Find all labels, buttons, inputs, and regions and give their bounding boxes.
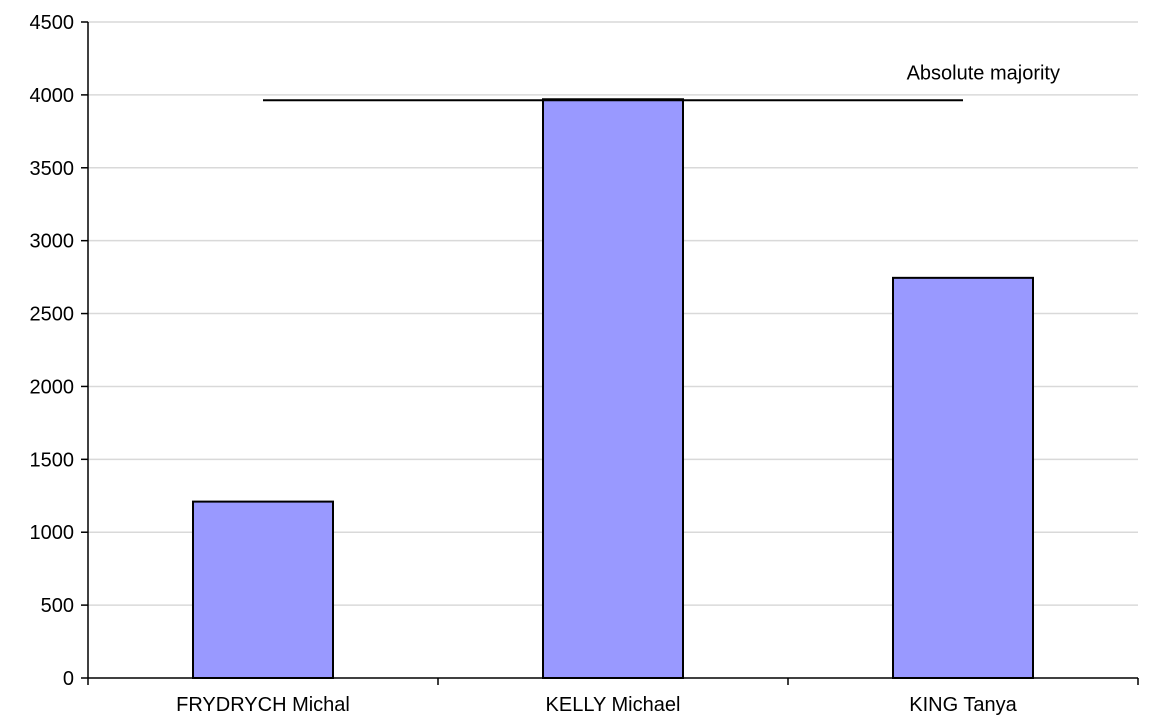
y-tick-label: 1500 [30,449,75,471]
y-tick-label: 3500 [30,158,75,180]
bar [542,98,684,680]
y-tick-label: 4000 [30,85,75,107]
bar [892,276,1034,679]
reference-line-group: Absolute majority [263,62,1060,102]
y-tick-label: 1000 [30,522,75,544]
axes [87,22,1138,679]
category-label: FRYDRYCH Michal [176,694,350,716]
y-tick-label: 4500 [30,12,75,34]
absolute-majority-label: Absolute majority [907,62,1060,84]
y-tick-label: 500 [41,595,74,617]
x-tick-labels: FRYDRYCH Michal KELLY Michael KING Tanya [87,678,1139,716]
y-tick-label: 2000 [30,376,75,398]
y-tick-labels: 0 500 1000 1500 2000 2500 3000 3500 4000 4500 [30,12,75,690]
category-label: KELLY Michael [546,694,681,716]
y-tick-label: 3000 [30,231,75,253]
category-label: KING Tanya [909,694,1017,716]
y-tick-label: 0 [63,668,74,690]
bar [192,500,334,679]
y-tick-label: 2500 [30,304,75,326]
bars [192,98,1034,680]
